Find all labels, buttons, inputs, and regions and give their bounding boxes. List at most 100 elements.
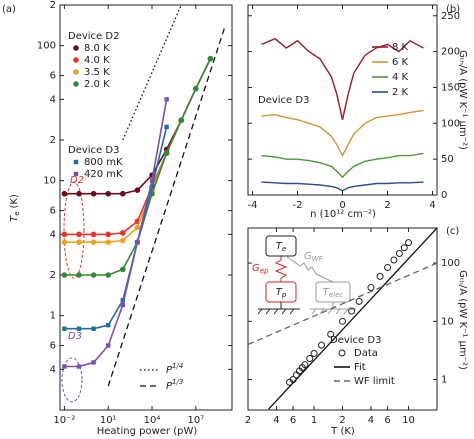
- reference-line: [107, 26, 226, 387]
- legend-title: Device D3: [68, 145, 119, 156]
- reference-line: [122, 5, 182, 141]
- legend-label: 4.0 K: [84, 55, 110, 66]
- marker: [106, 343, 111, 348]
- inset-diagram: Te Tp Telec Gep GWF: [252, 235, 356, 315]
- legend-exp: 1/3: [172, 378, 183, 386]
- panel-label: (a): [2, 4, 16, 15]
- marker: [193, 85, 199, 92]
- marker: [390, 256, 398, 264]
- legend-swatch: [73, 81, 79, 87]
- y-axis-symbol: T: [9, 215, 20, 222]
- marker: [163, 150, 170, 156]
- annotation: D2: [70, 175, 84, 186]
- plot-area: [61, 5, 226, 387]
- marker: [207, 55, 214, 62]
- node-sub: p: [281, 291, 287, 299]
- marker: [306, 354, 314, 362]
- y-tick-label: 100: [441, 258, 460, 269]
- series-line: [248, 262, 437, 346]
- link-sub: WF: [312, 255, 324, 263]
- x-tick-label: 4: [368, 415, 374, 426]
- y-tick-label: 6: [50, 341, 56, 352]
- x-tick-label: 4: [273, 415, 279, 426]
- legend-title: Device D3: [330, 335, 381, 346]
- y-tick-label: 4: [50, 94, 56, 105]
- marker: [120, 230, 126, 236]
- series-line: [261, 37, 424, 120]
- marker: [348, 307, 356, 315]
- marker: [120, 190, 126, 197]
- y-tick-label: 6: [50, 71, 56, 82]
- node-label: Te: [276, 241, 286, 253]
- marker: [61, 190, 68, 197]
- x-tick-label: 0: [339, 200, 345, 211]
- marker: [120, 298, 126, 303]
- legend-swatch: [73, 57, 79, 63]
- marker: [400, 244, 408, 252]
- x-axis-label: n (10¹² cm⁻²): [310, 209, 376, 220]
- series-line: [268, 228, 437, 410]
- link-symbol: G: [304, 251, 312, 262]
- marker: [105, 231, 112, 238]
- hatch: [311, 308, 349, 315]
- marker: [149, 184, 155, 190]
- legend-label: Data: [354, 348, 378, 359]
- marker: [61, 272, 68, 278]
- series-line: [64, 99, 168, 368]
- series-line: [64, 126, 168, 330]
- marker: [76, 239, 82, 245]
- marker: [91, 326, 96, 331]
- plot-area: [248, 228, 437, 410]
- x-tick-label: 6: [290, 415, 296, 426]
- x-tick-label: 2: [245, 415, 251, 426]
- x-tick-label: 10⁷: [187, 415, 204, 426]
- d2-ellipse: [63, 181, 85, 279]
- x-tick-label: 10: [402, 415, 415, 426]
- legend-label: 8.0 K: [84, 43, 110, 54]
- y-tick-label: 2: [50, 0, 56, 11]
- marker: [395, 249, 403, 257]
- y-tick-label: 4: [50, 364, 56, 375]
- y-axis-label: Gₜₕ/A (pW K⁻¹ μm⁻²): [457, 50, 468, 150]
- legend-title: Device D2: [68, 31, 119, 42]
- y-tick-label: 2: [50, 135, 56, 146]
- legend-label: 2 K: [392, 87, 409, 98]
- marker: [135, 239, 140, 245]
- spring: [285, 255, 334, 283]
- series-line: [261, 109, 424, 158]
- y-tick-label: 6: [50, 206, 56, 217]
- marker: [62, 326, 67, 331]
- x-tick-label: 4: [429, 200, 435, 211]
- marker: [301, 361, 309, 369]
- y-tick-label: 2: [50, 270, 56, 281]
- legend-swatch: [73, 69, 79, 75]
- x-tick-label: -2: [293, 200, 303, 211]
- marker: [339, 317, 346, 325]
- marker: [76, 272, 82, 278]
- marker: [318, 341, 326, 349]
- marker: [149, 178, 155, 183]
- panel-label: (b): [446, 4, 460, 15]
- legend-exp: 1/4: [172, 362, 183, 370]
- marker: [105, 272, 112, 278]
- marker: [90, 231, 97, 238]
- marker: [134, 187, 141, 193]
- legend-label: 6 K: [392, 57, 409, 68]
- link-symbol: G: [252, 263, 260, 274]
- hatch: [257, 308, 295, 315]
- node-symbol: T: [323, 287, 330, 298]
- node-sub: e: [282, 245, 286, 253]
- marker: [62, 364, 67, 369]
- x-tick-label: 2: [339, 415, 345, 426]
- marker: [105, 239, 112, 245]
- series-line: [261, 181, 424, 192]
- marker: [76, 326, 82, 331]
- y-tick-label: 100: [441, 118, 460, 129]
- legend-label: 420 mK: [84, 169, 123, 180]
- x-tick-label: 2: [384, 200, 390, 211]
- link-sub: ep: [260, 267, 269, 275]
- marker: [90, 239, 97, 245]
- x-tick-label: 10¹: [100, 415, 117, 426]
- y-axis-unit: (K): [9, 194, 20, 208]
- y-axis-label: Te (K): [9, 194, 21, 222]
